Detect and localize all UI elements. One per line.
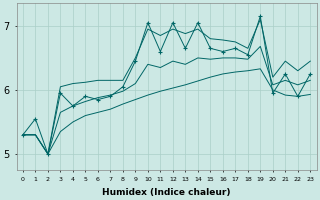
X-axis label: Humidex (Indice chaleur): Humidex (Indice chaleur) [102,188,231,197]
